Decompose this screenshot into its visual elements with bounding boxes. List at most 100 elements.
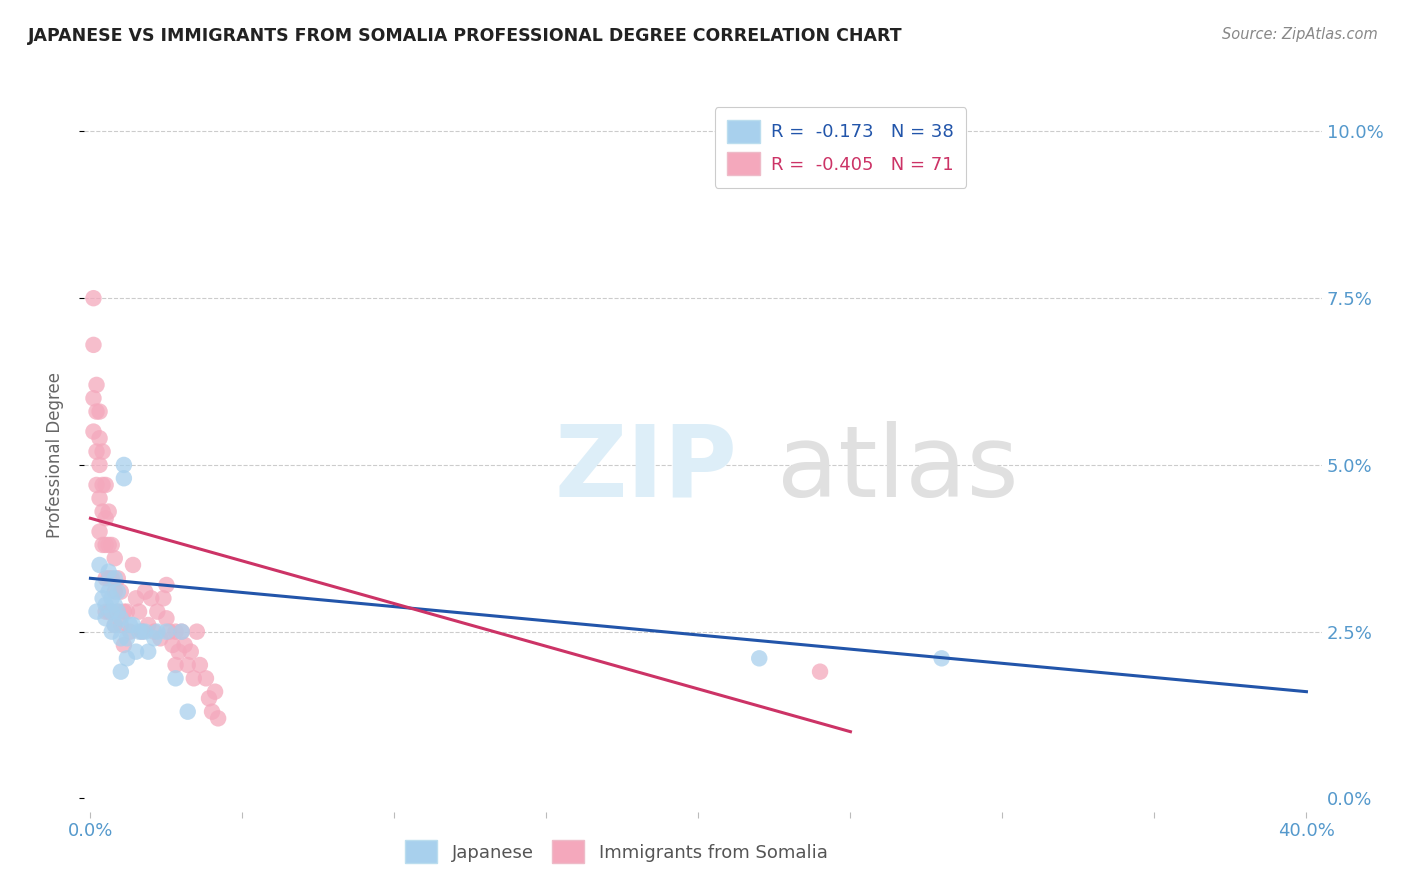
Text: atlas: atlas <box>778 421 1019 517</box>
Point <box>808 665 831 679</box>
Point <box>118 624 141 639</box>
Point <box>91 478 114 492</box>
Point <box>86 444 108 458</box>
Point <box>89 524 111 539</box>
Point <box>167 645 190 659</box>
Point <box>112 638 135 652</box>
Point <box>128 605 150 619</box>
Point <box>122 618 145 632</box>
Point <box>82 291 104 305</box>
Point <box>82 425 104 439</box>
Point <box>89 491 111 506</box>
Point <box>104 551 127 566</box>
Y-axis label: Professional Degree: Professional Degree <box>45 372 63 538</box>
Point <box>104 618 127 632</box>
Point <box>97 505 120 519</box>
Point <box>931 651 953 665</box>
Point <box>118 618 141 632</box>
Point <box>177 705 200 719</box>
Point <box>91 578 114 592</box>
Point <box>100 571 122 585</box>
Point <box>89 404 111 418</box>
Point <box>177 658 200 673</box>
Point <box>143 624 166 639</box>
Text: Source: ZipAtlas.com: Source: ZipAtlas.com <box>1222 27 1378 42</box>
Point <box>134 624 156 639</box>
Point <box>155 578 177 592</box>
Point <box>91 505 114 519</box>
Point <box>155 611 177 625</box>
Point <box>94 611 117 625</box>
Point <box>112 471 135 485</box>
Point <box>149 632 172 646</box>
Point <box>112 458 135 472</box>
Point <box>170 624 193 639</box>
Text: JAPANESE VS IMMIGRANTS FROM SOMALIA PROFESSIONAL DEGREE CORRELATION CHART: JAPANESE VS IMMIGRANTS FROM SOMALIA PROF… <box>28 27 903 45</box>
Point <box>136 618 159 632</box>
Point <box>86 478 108 492</box>
Point <box>94 571 117 585</box>
Point <box>91 444 114 458</box>
Point <box>107 584 129 599</box>
Point <box>180 645 202 659</box>
Point <box>107 605 129 619</box>
Point <box>100 605 122 619</box>
Point <box>91 591 114 606</box>
Point <box>194 671 217 685</box>
Point <box>198 691 221 706</box>
Point <box>207 711 229 725</box>
Point <box>89 431 111 445</box>
Point <box>89 558 111 572</box>
Point <box>94 605 117 619</box>
Point <box>204 684 226 698</box>
Point <box>146 624 169 639</box>
Point <box>165 671 187 685</box>
Point <box>115 632 138 646</box>
Point <box>100 538 122 552</box>
Point <box>143 632 166 646</box>
Point <box>107 605 129 619</box>
Point <box>110 584 132 599</box>
Point <box>141 591 163 606</box>
Point <box>86 605 108 619</box>
Point <box>94 511 117 525</box>
Point <box>125 591 148 606</box>
Point <box>128 624 150 639</box>
Point <box>82 391 104 405</box>
Point <box>112 605 135 619</box>
Point <box>97 605 120 619</box>
Point <box>110 632 132 646</box>
Point <box>131 624 153 639</box>
Point <box>162 638 184 652</box>
Point <box>110 665 132 679</box>
Point <box>188 658 211 673</box>
Point <box>136 645 159 659</box>
Point <box>748 651 770 665</box>
Point <box>97 538 120 552</box>
Point <box>100 591 122 606</box>
Point <box>155 624 177 639</box>
Point <box>100 624 122 639</box>
Point <box>91 538 114 552</box>
Point <box>86 404 108 418</box>
Point <box>186 624 208 639</box>
Point <box>115 605 138 619</box>
Point <box>165 624 187 639</box>
Point <box>115 651 138 665</box>
Point <box>122 558 145 572</box>
Point <box>94 478 117 492</box>
Legend: Japanese, Immigrants from Somalia: Japanese, Immigrants from Somalia <box>394 830 838 874</box>
Point <box>104 584 127 599</box>
Point <box>82 338 104 352</box>
Point <box>89 458 111 472</box>
Point <box>104 571 127 585</box>
Point <box>173 638 195 652</box>
Point <box>125 645 148 659</box>
Point <box>94 538 117 552</box>
Point <box>165 658 187 673</box>
Point <box>110 618 132 632</box>
Point <box>97 584 120 599</box>
Point <box>201 705 224 719</box>
Point <box>152 591 174 606</box>
Text: ZIP: ZIP <box>554 421 737 517</box>
